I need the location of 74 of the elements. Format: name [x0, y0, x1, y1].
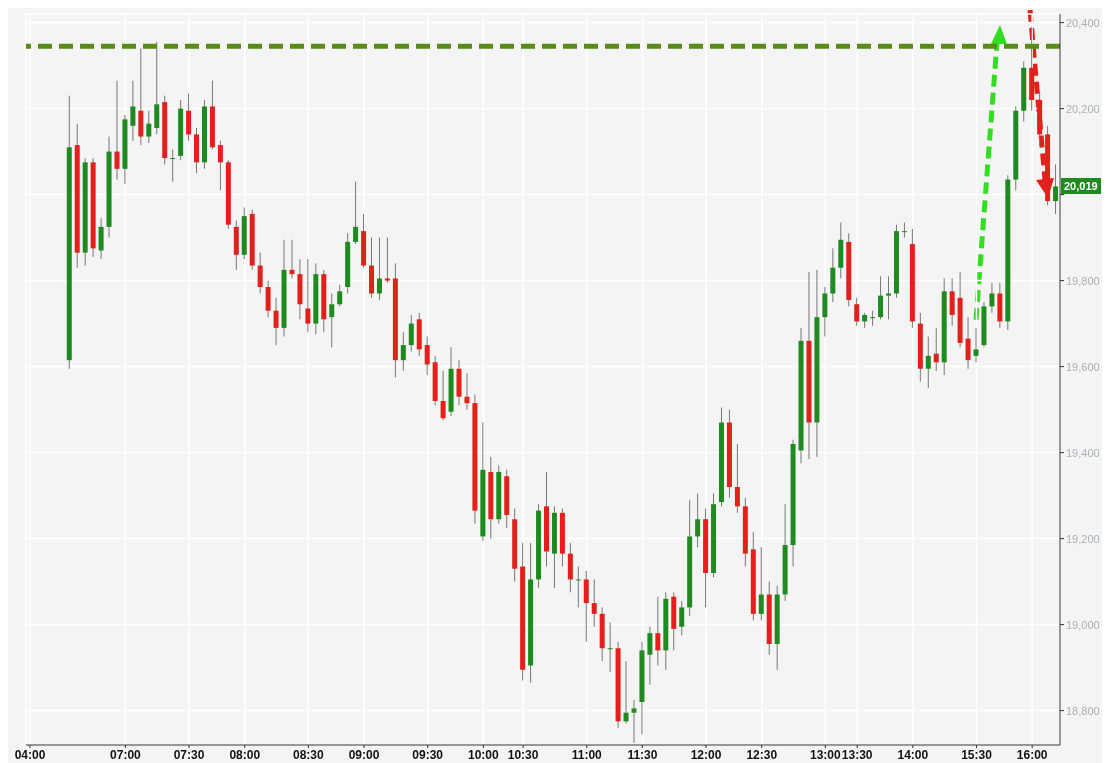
x-tick-label: 08:30	[293, 747, 325, 762]
y-tick-label: 19,200	[1066, 532, 1100, 545]
candlestick	[989, 282, 995, 314]
x-tick-label: 08:00	[229, 747, 261, 762]
y-tick-label: 19,600	[1066, 360, 1100, 373]
candlestick	[408, 314, 414, 353]
x-tick-label: 11:30	[627, 747, 658, 762]
candlestick	[949, 277, 955, 327]
candlestick	[583, 570, 589, 643]
candlestick	[965, 316, 971, 370]
x-tick-label: 11:00	[571, 747, 603, 762]
candlestick	[575, 566, 581, 608]
x-tick-label: 13:00	[810, 747, 842, 762]
candlestick	[440, 370, 446, 421]
x-tick-label: 09:30	[412, 747, 444, 762]
candlestick	[591, 578, 597, 628]
y-tick-label: 19,000	[1066, 618, 1100, 631]
candlestick	[337, 284, 343, 307]
candlestick	[647, 626, 653, 686]
x-tick-label: 15:30	[961, 747, 993, 762]
candlestick	[257, 252, 263, 294]
x-tick-label: 16:00	[1016, 747, 1048, 762]
x-tick-label: 12:30	[746, 747, 778, 762]
candlestick	[878, 275, 884, 320]
candlestick	[170, 148, 176, 183]
candlestick	[353, 181, 359, 245]
x-tick-label: 10:00	[467, 747, 500, 762]
candlestick	[822, 286, 828, 337]
x-tick-label: 09:00	[348, 747, 380, 762]
candlestick	[186, 93, 192, 142]
candlestick	[305, 258, 311, 333]
candlestick	[870, 310, 876, 327]
candlestick	[925, 336, 931, 389]
candlestick	[758, 546, 764, 621]
candlestick	[933, 327, 939, 372]
candlestick	[154, 41, 160, 135]
candlestick	[114, 80, 120, 181]
x-tick-label: 12:00	[690, 747, 722, 762]
x-tick-label: 04:00	[14, 747, 46, 762]
candlestick	[679, 600, 685, 636]
candlestick	[424, 336, 430, 376]
x-tick-label: 07:00	[110, 747, 142, 762]
candlestick	[854, 297, 860, 327]
candlestick	[655, 596, 661, 666]
candlestick	[98, 217, 104, 260]
candlestick	[901, 222, 907, 239]
candlestick	[973, 327, 979, 363]
y-tick-label: 19,400	[1066, 446, 1100, 459]
candlestick	[384, 237, 390, 284]
x-tick-label: 13:30	[841, 747, 873, 762]
candlestick	[886, 275, 892, 320]
y-tick-label: 20,200	[1066, 102, 1100, 115]
candlestick	[623, 660, 629, 724]
annotation: 20,019	[1061, 178, 1101, 195]
candlestick	[130, 80, 136, 142]
y-tick-label: 19,800	[1066, 274, 1100, 287]
y-tick-label: 20,400	[1066, 16, 1100, 29]
candlestick	[289, 239, 295, 279]
x-tick-label: 07:30	[173, 747, 205, 762]
candlestick	[217, 140, 223, 191]
candlestick	[464, 372, 470, 411]
candlestick	[400, 331, 406, 372]
candlestick	[273, 297, 279, 346]
candlestick	[734, 443, 740, 514]
candlestick	[329, 293, 335, 348]
x-tick-label: 10:30	[507, 747, 539, 762]
candlestick	[695, 492, 701, 548]
candlestick	[631, 699, 637, 744]
candlestick	[265, 280, 271, 318]
candlestick	[607, 621, 613, 673]
candlestick	[376, 237, 382, 301]
candlestick	[146, 110, 152, 144]
y-tick-label: 18,800	[1066, 704, 1100, 717]
x-tick-label: 14:00	[897, 747, 929, 762]
